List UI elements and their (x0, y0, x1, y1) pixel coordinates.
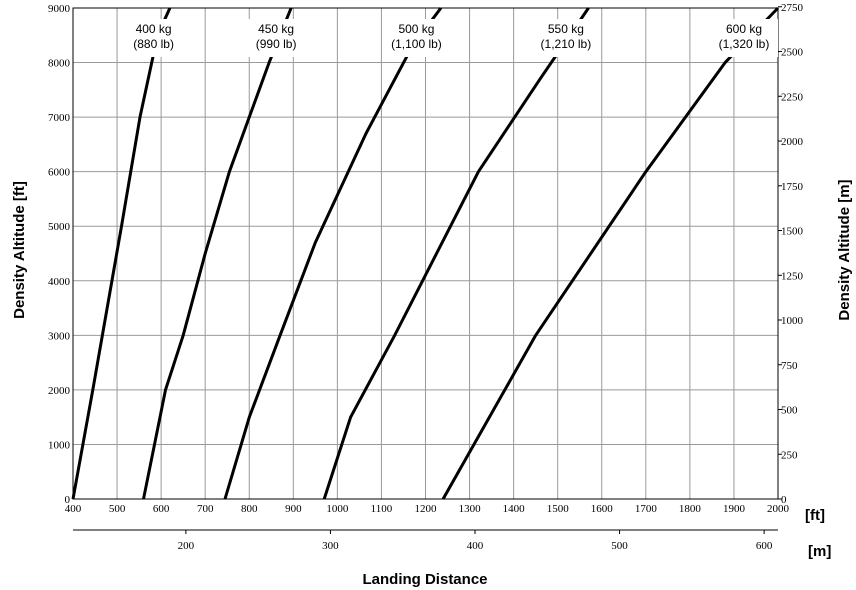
y-tick-label: 3000 (48, 330, 71, 342)
series-label-weight: 600 kg (726, 22, 762, 36)
series-label-lb: (1,320 lb) (719, 37, 770, 51)
y-tick-label: 6000 (48, 167, 71, 179)
y-m-tick-label: 1750 (781, 181, 804, 193)
x-tick-label: 500 (109, 503, 126, 515)
y-m-tick-label: 2750 (781, 2, 804, 14)
y-m-tick-label: 250 (781, 449, 798, 461)
y-m-tick-label: 500 (781, 405, 798, 417)
y-m-tick-label: 0 (781, 494, 787, 506)
x-tick-label: 1400 (503, 503, 526, 515)
series-label-bg (119, 19, 188, 57)
series-label-lb: (1,210 lb) (541, 37, 592, 51)
y-tick-label: 1000 (48, 439, 71, 451)
y-m-tick-label: 2500 (781, 47, 804, 59)
x-tick-label: 1900 (723, 503, 746, 515)
x-tick-label: 1100 (371, 503, 393, 515)
x-tick-label: 1800 (679, 503, 702, 515)
y-tick-label: 2000 (48, 385, 71, 397)
x-tick-label: 400 (65, 503, 82, 515)
series-label-bg (382, 19, 451, 57)
series-curves (71, 6, 780, 500)
x-unit-ft: [ft] (805, 507, 825, 524)
y-tick-label: 7000 (48, 112, 71, 124)
x-axis-title: Landing Distance (362, 571, 487, 588)
y-m-tick-label: 2000 (781, 136, 804, 148)
x-tick-label: 700 (197, 503, 214, 515)
x-m-tick-label: 400 (467, 540, 484, 552)
y-axis-title-right: Density Altitude [m] (836, 179, 853, 320)
x-unit-m: [m] (808, 543, 831, 560)
series-label-bg (710, 19, 778, 57)
series-label-lb: (990 lb) (256, 37, 297, 51)
x-tick-label: 2000 (767, 503, 790, 515)
x-tick-label: 1200 (415, 503, 438, 515)
y-tick-label: 8000 (48, 58, 71, 70)
series-label-weight: 550 kg (548, 22, 584, 36)
x-tick-label: 1600 (591, 503, 614, 515)
series-label-weight: 500 kg (398, 22, 434, 36)
y-m-tick-label: 750 (781, 360, 798, 372)
series-label-weight: 400 kg (136, 22, 172, 36)
y-m-tick-label: 1000 (781, 315, 804, 327)
series-line-4 (322, 7, 590, 500)
y-tick-label: 0 (65, 494, 71, 506)
series-line-3 (223, 7, 443, 500)
series-label-lb: (880 lb) (133, 37, 174, 51)
x-m-tick-label: 500 (611, 540, 628, 552)
x-tick-label: 600 (153, 503, 170, 515)
x-m-tick-label: 200 (178, 540, 195, 552)
y-tick-label: 4000 (48, 276, 71, 288)
y-axis-title-left: Density Altitude [ft] (11, 181, 28, 319)
x-tick-label: 1000 (326, 503, 349, 515)
x-m-tick-label: 600 (756, 540, 773, 552)
x-tick-label: 800 (241, 503, 258, 515)
series-label-bg (531, 19, 600, 57)
series-line-2 (142, 7, 293, 500)
series-label-lb: (1,100 lb) (391, 37, 442, 51)
series-labels: 400 kg(880 lb) 450 kg(990 lb) 500 kg(1,100… (119, 19, 778, 57)
y-m-tick-label: 1250 (781, 270, 804, 282)
series-line-5 (441, 6, 780, 500)
tick-labels: 400 500 600 700 800 900 1000 1100 1200 1300 1400 15… (48, 2, 804, 515)
series-label-bg (242, 19, 311, 57)
series-line-1 (71, 7, 172, 500)
plot-frame (72, 7, 779, 500)
y-tick-label: 9000 (48, 3, 71, 15)
grid-lines (72, 7, 779, 500)
series-label-weight: 450 kg (258, 22, 294, 36)
x-tick-label: 1300 (459, 503, 482, 515)
x-tick-label: 1700 (635, 503, 658, 515)
x-tick-label: 1500 (547, 503, 570, 515)
x-tick-label: 900 (285, 503, 302, 515)
meter-axis: 200 300 400 500 600 (73, 529, 778, 552)
y-m-tick-label: 1500 (781, 226, 804, 238)
x-m-tick-label: 300 (322, 540, 339, 552)
y-m-tick-label: 2250 (781, 91, 804, 103)
y-tick-label: 5000 (48, 221, 71, 233)
